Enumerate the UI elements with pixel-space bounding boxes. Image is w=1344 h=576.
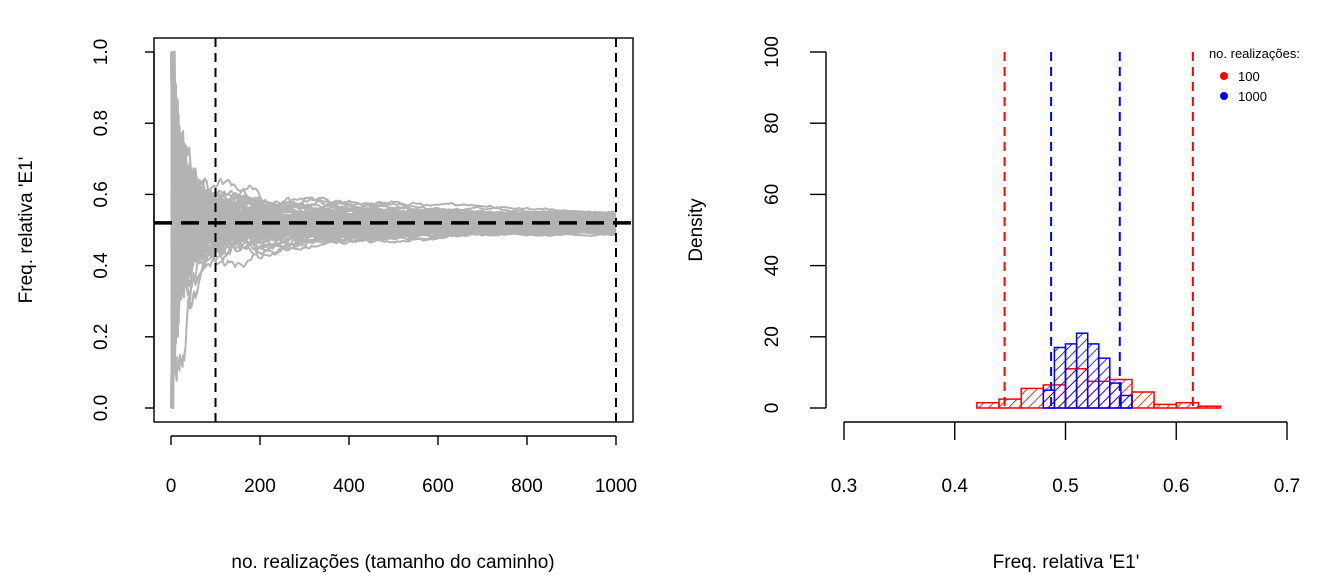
left-x-tick-label: 400 <box>333 476 365 497</box>
left-y-tick-label: 0.6 <box>91 181 112 207</box>
right-x-tick-label: 0.3 <box>831 476 857 497</box>
histogram-bar-1000 <box>1053 346 1067 409</box>
legend-title: no. realizações: <box>1209 46 1300 61</box>
sample-path <box>170 51 616 291</box>
sample-path <box>170 152 617 409</box>
left-panel: 0 200 400 600 800 1000 0.0 0.2 0.4 0.6 0.8 1.0 no.… <box>16 37 637 573</box>
sample-path <box>170 140 616 409</box>
legend: no. realizações: 100 1000 <box>1209 46 1300 104</box>
legend-marker-blue <box>1220 92 1228 100</box>
legend-entry-100: 100 <box>1238 69 1260 84</box>
sample-path <box>170 51 616 300</box>
sample-path <box>170 51 617 280</box>
sample-path <box>170 51 617 320</box>
right-y-tick-label: 40 <box>762 255 783 276</box>
sample-path <box>170 51 617 242</box>
histogram-bar-100 <box>1197 405 1222 409</box>
right-x-tick-label: 0.4 <box>942 476 969 497</box>
left-x-axis-title: no. realizações (tamanho do caminho) <box>231 552 554 573</box>
right-y-tick-label: 60 <box>762 184 783 205</box>
histogram-bar-100 <box>998 398 1022 409</box>
histogram-bar-1000 <box>1064 343 1078 409</box>
sample-path <box>170 51 616 320</box>
left-y-tick-label: 1.0 <box>91 39 112 65</box>
sample-path <box>170 140 616 409</box>
histogram-bar-100 <box>1020 387 1045 409</box>
left-y-axis: 0.0 0.2 0.4 0.6 0.8 1.0 <box>91 39 155 421</box>
sample-path <box>170 169 617 409</box>
left-x-tick-label: 200 <box>244 476 276 497</box>
histogram-bar-1000 <box>1097 357 1111 409</box>
right-y-tick-label: 80 <box>762 113 783 134</box>
sample-path <box>170 51 616 291</box>
right-y-tick-label: 100 <box>762 36 783 68</box>
sample-path <box>170 51 617 285</box>
sample-path <box>170 51 617 291</box>
left-x-axis: 0 200 400 600 800 1000 <box>166 435 637 497</box>
left-x-tick-label: 600 <box>422 476 454 497</box>
sample-path <box>170 148 617 409</box>
sample-paths <box>170 51 617 409</box>
left-y-tick-label: 0.0 <box>91 395 112 421</box>
histogram-bars <box>976 332 1222 409</box>
histogram-bar-100 <box>1153 403 1178 409</box>
sample-path <box>170 51 617 320</box>
sample-path <box>170 51 616 291</box>
histogram-bar-100 <box>1175 401 1200 409</box>
right-y-axis: 0 20 40 60 80 100 <box>762 36 827 414</box>
sample-path <box>170 140 617 409</box>
sample-path <box>170 133 617 409</box>
legend-entry-1000: 1000 <box>1238 89 1267 104</box>
sample-path <box>170 140 617 409</box>
left-y-tick-label: 0.2 <box>91 324 112 350</box>
left-y-tick-label: 0.8 <box>91 110 112 136</box>
left-x-tick-label: 1000 <box>595 476 637 497</box>
right-x-tick-label: 0.6 <box>1163 476 1189 497</box>
left-x-tick-label: 800 <box>511 476 543 497</box>
histogram-bar-1000 <box>1075 332 1089 409</box>
histogram-bar-1000 <box>1086 343 1100 409</box>
histogram-bar-1000 <box>1120 394 1133 409</box>
left-y-axis-title: Freq. relativa 'E1' <box>16 157 37 304</box>
sample-path <box>170 140 616 409</box>
sample-path <box>170 51 616 291</box>
left-x-tick-label: 0 <box>166 476 177 497</box>
right-y-tick-label: 20 <box>762 326 783 347</box>
sample-path <box>170 51 617 286</box>
sample-path <box>170 224 616 409</box>
sample-path <box>170 51 616 308</box>
left-vertical-reference-lines <box>214 38 617 422</box>
sample-path <box>170 219 617 409</box>
histogram-bar-1000 <box>1042 389 1056 409</box>
histogram-bar-100 <box>976 401 1000 409</box>
sample-path <box>170 51 617 308</box>
right-y-axis-title: Density <box>686 198 707 262</box>
left-y-tick-label: 0.4 <box>91 252 112 279</box>
right-x-axis: 0.3 0.4 0.5 0.6 0.7 <box>831 421 1300 497</box>
sample-path <box>170 51 617 308</box>
right-x-tick-label: 0.5 <box>1052 476 1078 497</box>
sample-path <box>170 225 617 409</box>
right-x-axis-title: Freq. relativa 'E1' <box>993 552 1140 573</box>
sample-path <box>170 51 616 298</box>
sample-path <box>170 51 617 291</box>
sample-path <box>170 51 617 291</box>
right-y-tick-label: 0 <box>762 403 783 414</box>
legend-marker-red <box>1220 72 1228 80</box>
sample-path <box>170 51 616 291</box>
sample-path <box>170 152 617 409</box>
histogram-bar-100 <box>1131 391 1155 409</box>
right-x-tick-label: 0.7 <box>1274 476 1300 497</box>
sample-path <box>170 51 617 291</box>
sample-path <box>170 51 617 320</box>
right-panel: 0.3 0.4 0.5 0.6 0.7 0 20 40 60 80 100 Freq. relat… <box>686 36 1300 573</box>
